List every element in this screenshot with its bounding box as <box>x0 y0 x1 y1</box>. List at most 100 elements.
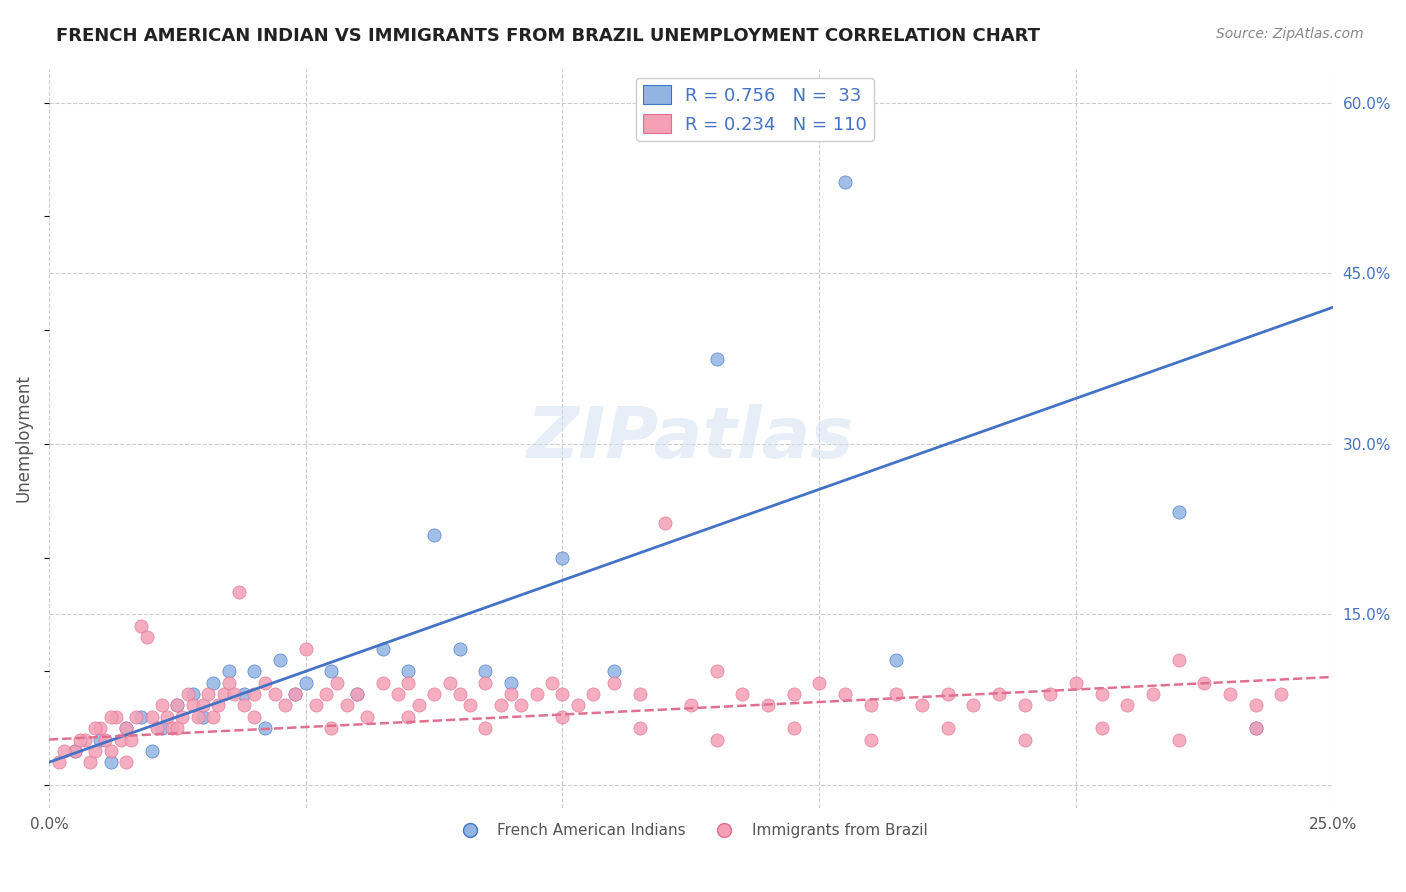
Point <box>962 698 984 713</box>
Point <box>176 687 198 701</box>
Point <box>69 732 91 747</box>
Point <box>474 721 496 735</box>
Point <box>1244 698 1267 713</box>
Point <box>253 675 276 690</box>
Point <box>1039 687 1062 701</box>
Point <box>1014 732 1036 747</box>
Point <box>396 665 419 679</box>
Point <box>884 687 907 701</box>
Point <box>936 721 959 735</box>
Point <box>474 665 496 679</box>
Point <box>408 698 430 713</box>
Point <box>489 698 512 713</box>
Point <box>202 675 225 690</box>
Legend: French American Indians, Immigrants from Brazil: French American Indians, Immigrants from… <box>449 817 934 845</box>
Point <box>100 710 122 724</box>
Point <box>1167 732 1189 747</box>
Point <box>1167 505 1189 519</box>
Point <box>48 756 70 770</box>
Point <box>228 584 250 599</box>
Point <box>346 687 368 701</box>
Point <box>269 653 291 667</box>
Point <box>449 687 471 701</box>
Point <box>782 721 804 735</box>
Point <box>346 687 368 701</box>
Point <box>356 710 378 724</box>
Point <box>396 675 419 690</box>
Point <box>911 698 934 713</box>
Point <box>1064 675 1087 690</box>
Point <box>551 687 574 701</box>
Point <box>115 756 138 770</box>
Point <box>63 744 86 758</box>
Point <box>100 756 122 770</box>
Point <box>166 698 188 713</box>
Point <box>264 687 287 701</box>
Point <box>1244 721 1267 735</box>
Point <box>315 687 337 701</box>
Point <box>336 698 359 713</box>
Point <box>100 744 122 758</box>
Text: ZIPatlas: ZIPatlas <box>527 404 855 473</box>
Point <box>731 687 754 701</box>
Point <box>284 687 307 701</box>
Point <box>541 675 564 690</box>
Point <box>449 641 471 656</box>
Point <box>526 687 548 701</box>
Point <box>1014 698 1036 713</box>
Point <box>294 675 316 690</box>
Point <box>305 698 328 713</box>
Point <box>1142 687 1164 701</box>
Point <box>212 687 235 701</box>
Point <box>115 721 138 735</box>
Point <box>202 710 225 724</box>
Point <box>423 687 446 701</box>
Point <box>104 710 127 724</box>
Point <box>84 721 107 735</box>
Point <box>679 698 702 713</box>
Point <box>274 698 297 713</box>
Point <box>1244 721 1267 735</box>
Point <box>936 687 959 701</box>
Point <box>1194 675 1216 690</box>
Point <box>141 744 163 758</box>
Point <box>756 698 779 713</box>
Text: FRENCH AMERICAN INDIAN VS IMMIGRANTS FROM BRAZIL UNEMPLOYMENT CORRELATION CHART: FRENCH AMERICAN INDIAN VS IMMIGRANTS FRO… <box>56 27 1040 45</box>
Point <box>63 744 86 758</box>
Point <box>181 687 204 701</box>
Point <box>207 698 229 713</box>
Point <box>131 619 153 633</box>
Point <box>1167 653 1189 667</box>
Point <box>243 687 266 701</box>
Point <box>396 710 419 724</box>
Point <box>654 516 676 531</box>
Point <box>125 710 148 724</box>
Point <box>120 732 142 747</box>
Point <box>371 675 394 690</box>
Point <box>243 710 266 724</box>
Point <box>387 687 409 701</box>
Point <box>191 710 214 724</box>
Point <box>156 710 179 724</box>
Point <box>110 732 132 747</box>
Point <box>284 687 307 701</box>
Point <box>458 698 481 713</box>
Point <box>233 687 256 701</box>
Point <box>321 665 343 679</box>
Point <box>325 675 347 690</box>
Point <box>1091 687 1114 701</box>
Point <box>808 675 831 690</box>
Point <box>222 687 245 701</box>
Point <box>115 721 138 735</box>
Point <box>1219 687 1241 701</box>
Point <box>510 698 533 713</box>
Point <box>834 175 856 189</box>
Point <box>859 698 882 713</box>
Point <box>567 698 589 713</box>
Point <box>166 721 188 735</box>
Point <box>474 675 496 690</box>
Point <box>706 665 728 679</box>
Point <box>243 665 266 679</box>
Point <box>884 653 907 667</box>
Point <box>166 698 188 713</box>
